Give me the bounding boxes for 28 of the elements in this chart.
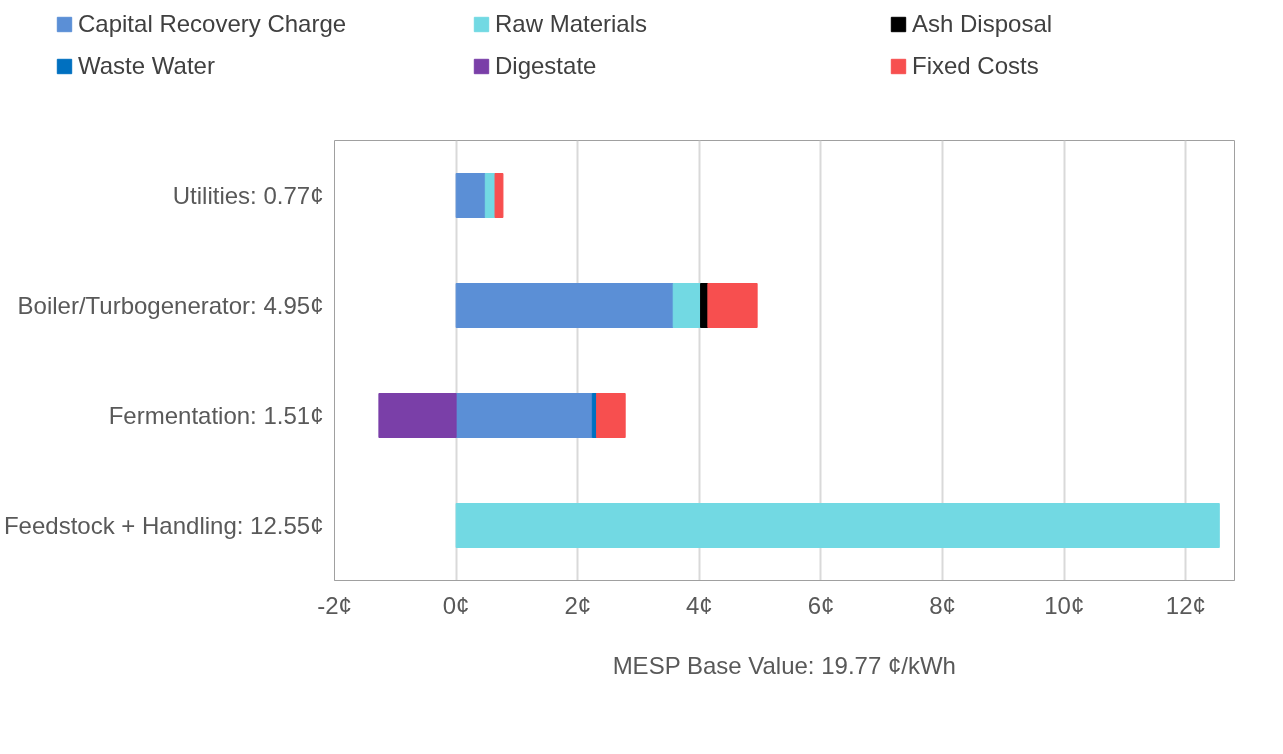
y-tick-label: Boiler/Turbogenerator: 4.95¢ (17, 292, 324, 319)
y-tick-label: Utilities: 0.77¢ (172, 182, 324, 209)
bar (455, 283, 674, 328)
x-tick-label: 4¢ (686, 591, 713, 619)
legend-label: Digestate (495, 52, 598, 80)
x-axis-title: MESP Base Value: 19.77 ¢/kWh (612, 651, 956, 679)
bar (455, 503, 1220, 548)
legend-label: Ash Disposal (912, 10, 1054, 38)
x-tick-label: 6¢ (807, 591, 835, 619)
legend-label: Waste Water (78, 52, 216, 80)
x-tick-label: 2¢ (564, 591, 592, 619)
y-tick-label: Feedstock + Handling: 12.55¢ (3, 512, 324, 539)
bar (494, 173, 504, 218)
bar (455, 173, 486, 218)
x-tick-label: -2¢ (317, 591, 352, 619)
x-tick-label: 0¢ (442, 591, 470, 619)
bar (707, 283, 758, 328)
bar (596, 393, 626, 438)
y-tick-label: Fermentation: 1.51¢ (108, 402, 324, 429)
bar (378, 393, 457, 438)
x-tick-label: 8¢ (929, 591, 956, 619)
x-tick-label: 10¢ (1044, 591, 1085, 619)
bar (455, 393, 593, 438)
legend-label: Capital Recovery Charge (78, 10, 348, 38)
x-tick-label: 12¢ (1165, 591, 1206, 619)
bar (672, 283, 702, 328)
legend-label: Fixed Costs (912, 52, 1040, 80)
legend-label: Raw Materials (495, 10, 649, 38)
